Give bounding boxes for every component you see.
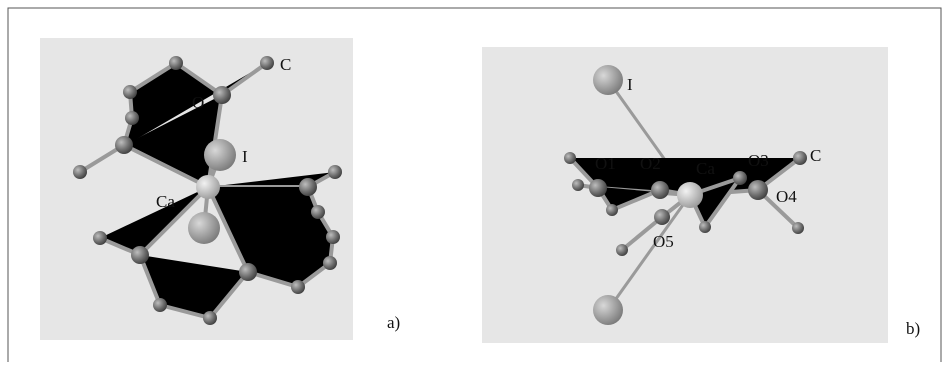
atom-label: I: [627, 75, 633, 94]
atom-label: C: [810, 146, 821, 165]
atom-label: O5: [653, 232, 674, 251]
atom-label: O3: [748, 151, 769, 170]
panel-a: C O I Ca a): [40, 38, 400, 340]
atom-label: O2: [640, 154, 661, 173]
atom-label: C: [280, 55, 291, 74]
atom-label: I: [242, 147, 248, 166]
atom-label: Ca: [156, 192, 175, 211]
panel-tag: a): [387, 313, 400, 332]
atom-label: O1: [595, 154, 616, 173]
atom-label: Ca: [696, 159, 715, 178]
figure: C O I Ca a) I O1 O2 Ca O3 C O4 O5: [0, 0, 947, 365]
atom-label: O: [192, 93, 204, 112]
atom-label: O4: [776, 187, 797, 206]
panel-tag: b): [906, 319, 920, 338]
panel-b: I O1 O2 Ca O3 C O4 O5 b): [482, 47, 920, 343]
